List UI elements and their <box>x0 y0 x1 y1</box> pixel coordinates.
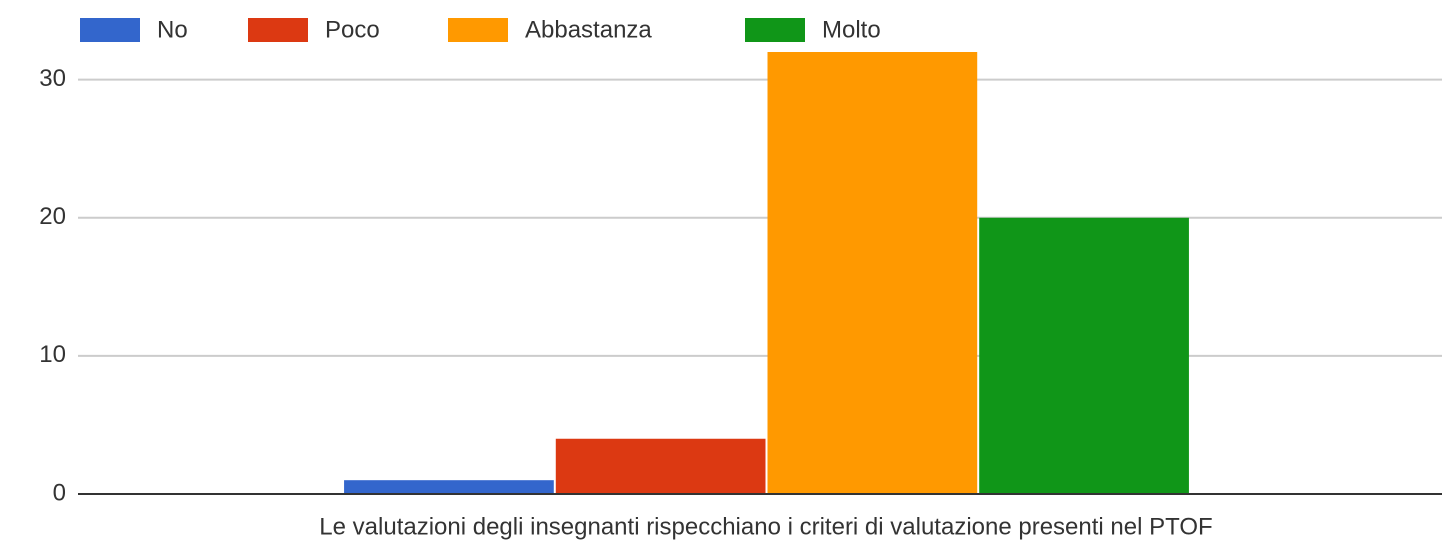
y-tick-label: 0 <box>53 479 66 506</box>
legend-swatch <box>80 18 140 42</box>
bar <box>767 52 978 494</box>
legend-label: Abbastanza <box>525 16 652 43</box>
legend-swatch <box>448 18 508 42</box>
bar <box>555 438 766 494</box>
bar <box>979 217 1189 494</box>
legend-label: Poco <box>325 16 380 43</box>
legend-label: Molto <box>822 16 881 43</box>
legend-swatch <box>248 18 308 42</box>
bar <box>344 480 554 494</box>
legend-label: No <box>157 16 188 43</box>
y-tick-label: 10 <box>39 341 66 368</box>
y-tick-label: 30 <box>39 65 66 92</box>
legend-swatch <box>745 18 805 42</box>
x-axis-label: Le valutazioni degli insegnanti rispecch… <box>319 513 1212 540</box>
y-tick-label: 20 <box>39 203 66 230</box>
